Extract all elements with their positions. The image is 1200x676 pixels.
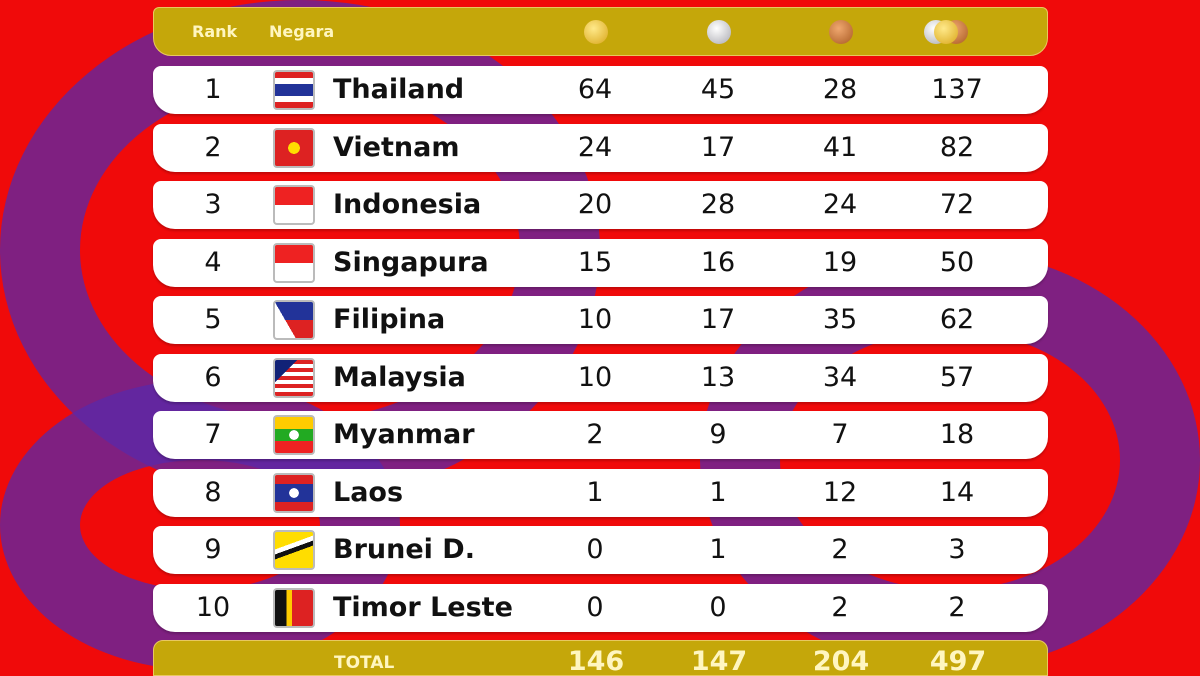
total-label: TOTAL [334,653,395,673]
country-name: Indonesia [333,189,482,220]
flag-icon [273,185,315,225]
total-row: TOTAL 146 147 204 497 [153,640,1048,676]
rank: 7 [204,419,222,450]
table-header: Rank Negara [153,7,1048,56]
country-name: Timor Leste [333,591,513,623]
table-row: 2 Vietnam 24 17 41 82 [153,123,1048,172]
bronze-count: 24 [822,189,858,220]
rank: 9 [204,534,222,565]
bronze-count: 12 [822,476,858,508]
rank: 10 [195,591,231,623]
flag-icon [273,587,315,628]
flag-icon [273,300,315,340]
silver-count: 16 [700,246,736,278]
gold-count: 0 [586,591,604,623]
gold-count: 20 [577,189,613,220]
country-name: Vietnam [333,131,460,163]
rank: 3 [204,189,222,220]
bronze-count: 28 [822,74,858,105]
silver-count: 0 [709,591,727,623]
total-count: 50 [939,246,975,278]
flag-icon [273,357,315,398]
country-name: Filipina [333,304,446,335]
total-count: 3 [948,534,966,565]
total-count: 62 [939,304,975,335]
rank: 1 [204,74,222,105]
flag-icon [273,242,315,283]
rank: 6 [204,361,222,393]
total-count: 137 [931,74,983,105]
total-count: 72 [939,189,975,220]
gold-count: 15 [577,246,613,278]
total-total: 497 [929,646,987,676]
total-count: 14 [939,476,975,508]
silver-count: 45 [700,74,736,105]
silver-count: 1 [709,476,727,508]
country-name: Singapura [333,246,489,278]
gold-count: 24 [577,131,613,163]
rank-header: Rank [192,22,238,41]
rank: 2 [204,131,222,163]
total-bronze: 204 [812,646,870,676]
silver-count: 1 [709,534,727,565]
table-row: 6 Malaysia 10 13 34 57 [153,353,1048,402]
country-name: Brunei D. [333,534,475,565]
table-row: 1 Thailand 64 45 28 137 [153,66,1048,114]
country-name: Malaysia [333,361,466,393]
gold-count: 0 [586,534,604,565]
silver-medal-icon [707,20,731,44]
total-count: 82 [939,131,975,163]
bronze-count: 35 [822,304,858,335]
table-row: 7 Myanmar 2 9 7 18 [153,411,1048,459]
gold-medal-icon [584,20,608,44]
total-count: 18 [939,419,975,450]
silver-count: 9 [709,419,727,450]
gold-count: 10 [577,361,613,393]
gold-count: 10 [577,304,613,335]
flag-icon [273,472,315,513]
rank: 4 [204,246,222,278]
rank: 8 [204,476,222,508]
total-gold: 146 [567,646,625,676]
silver-count: 17 [700,304,736,335]
table-row: 10 Timor Leste 0 0 2 2 [153,583,1048,632]
total-count: 57 [939,361,975,393]
rank: 5 [204,304,222,335]
bronze-medal-icon [829,20,853,44]
bronze-count: 2 [831,591,849,623]
gold-count: 64 [577,74,613,105]
bronze-count: 19 [822,246,858,278]
table-row: 9 Brunei D. 0 1 2 3 [153,526,1048,574]
silver-count: 28 [700,189,736,220]
silver-count: 17 [700,131,736,163]
bronze-count: 2 [831,534,849,565]
bronze-count: 34 [822,361,858,393]
total-count: 2 [948,591,966,623]
table-row: 5 Filipina 10 17 35 62 [153,296,1048,344]
bronze-count: 41 [822,131,858,163]
table-row: 4 Singapura 15 16 19 50 [153,238,1048,287]
gold-count: 2 [586,419,604,450]
country-name: Thailand [333,74,465,105]
bronze-count: 7 [831,419,849,450]
flag-icon [273,70,315,110]
country-name: Myanmar [333,419,475,450]
table-row: 3 Indonesia 20 28 24 72 [153,181,1048,229]
table-row: 8 Laos 1 1 12 14 [153,468,1048,517]
country-header: Negara [269,22,335,41]
total-silver: 147 [690,646,748,676]
silver-count: 13 [700,361,736,393]
country-name: Laos [333,476,404,508]
flag-icon [273,127,315,168]
flag-icon [273,530,315,570]
gold-count: 1 [586,476,604,508]
flag-icon [273,415,315,455]
